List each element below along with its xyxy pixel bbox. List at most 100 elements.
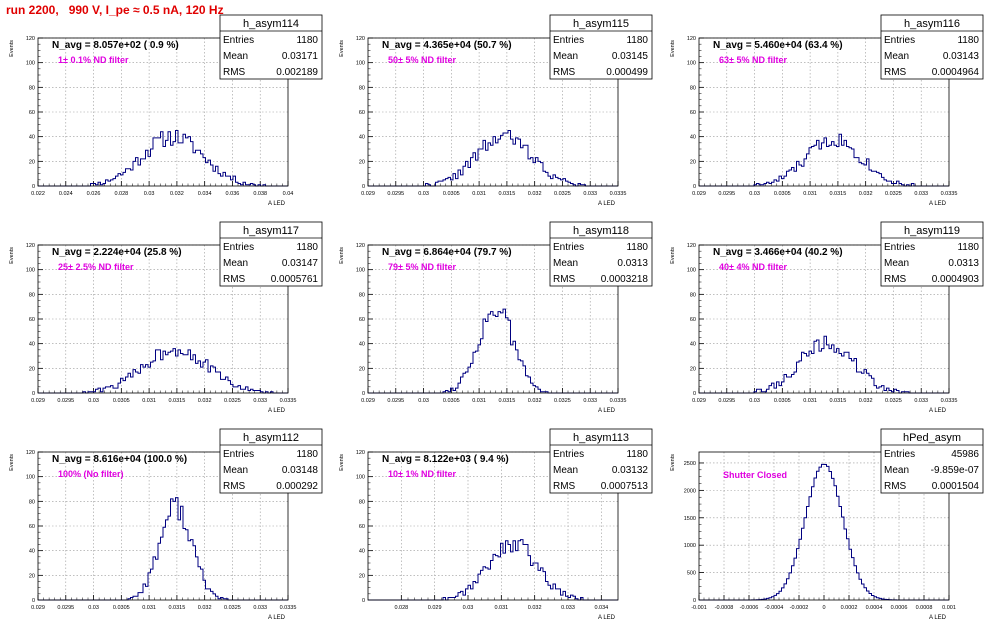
x-tick-label: -0.0004 [765, 605, 784, 611]
stats-box [880, 221, 984, 287]
stats-value: 0.0001504 [932, 481, 980, 492]
histogram-svg: 0 20 40 60 80 100 120 0.029 0.0295 0.03 0.0305 0.03… [9, 221, 323, 414]
n-avg-label: N_avg = 6.864e+04 (79.7 %) [382, 247, 512, 258]
y-tick-label: 20 [690, 366, 696, 372]
histogram-svg: 0 20 40 60 80 100 120 0.029 0.0295 0.03 0.0305 0.03… [9, 428, 323, 621]
x-tick-label: 0.0295 [387, 398, 404, 404]
x-tick-label: 0.024 [59, 191, 73, 197]
stats-value: 0.03148 [282, 465, 319, 476]
stats-box [219, 221, 323, 287]
x-tick-label: 0.033 [253, 398, 267, 404]
y-tick-label: 20 [359, 366, 365, 372]
stats-box [880, 14, 984, 80]
y-tick-label: 100 [356, 475, 365, 481]
n-avg-label: N_avg = 5.460e+04 (63.4 %) [713, 40, 843, 51]
y-axis-label: Events [9, 454, 15, 471]
y-tick-label: 60 [690, 317, 696, 323]
x-tick-label: 0.034 [198, 191, 212, 197]
x-tick-label: 0.0325 [554, 398, 571, 404]
plot-frame [367, 244, 619, 394]
stats-title: h_asym113 [573, 432, 629, 444]
x-tick-label: -0.0002 [790, 605, 809, 611]
stats-label: Entries [223, 449, 254, 460]
x-tick-label: 0.03 [418, 398, 429, 404]
x-tick-label: 0.034 [594, 605, 608, 611]
y-axis-label: Events [9, 247, 15, 264]
stats-value: 1180 [957, 242, 979, 253]
y-axis-label: Events [670, 40, 676, 57]
stats-title: hPed_asym [903, 432, 961, 444]
y-tick-label: 100 [356, 61, 365, 67]
x-tick-label: 0.0295 [718, 398, 735, 404]
stats-value: 0.03147 [282, 258, 319, 269]
y-tick-label: 80 [359, 292, 365, 298]
stats-value: 1180 [626, 242, 648, 253]
x-tick-label: 0.032 [198, 398, 212, 404]
stats-title: h_asym114 [243, 18, 299, 30]
n-avg-label: N_avg = 2.224e+04 (25.8 %) [52, 247, 182, 258]
plot-frame [367, 37, 619, 187]
stats-value: 1180 [296, 35, 318, 46]
stats-value: 1180 [626, 35, 648, 46]
filter-label: 1± 0.1% ND filter [58, 55, 129, 65]
stats-label: Entries [223, 242, 254, 253]
y-tick-label: 60 [359, 317, 365, 323]
x-tick-label: 0.0315 [498, 398, 515, 404]
x-tick-label: 0.029 [428, 605, 442, 611]
x-tick-label: 0.033 [914, 191, 928, 197]
x-tick-label: 0.026 [87, 191, 101, 197]
x-tick-label: 0.0335 [941, 191, 958, 197]
histogram-panel-h_asym112: 0 20 40 60 80 100 120 0.029 0.0295 0.03 0.0305 0.03… [0, 422, 330, 629]
y-axis-label: Events [339, 247, 345, 264]
x-tick-label: 0.0325 [554, 191, 571, 197]
x-tick-label: 0.0315 [168, 398, 185, 404]
filter-label: 50± 5% ND filter [388, 55, 456, 65]
y-tick-label: 40 [359, 342, 365, 348]
plot-frame [37, 244, 289, 394]
stats-value: 0.0005761 [271, 274, 319, 285]
x-tick-label: 0.0295 [57, 398, 74, 404]
y-tick-label: 1000 [684, 543, 696, 549]
y-tick-label: 80 [29, 292, 35, 298]
y-tick-label: 80 [29, 499, 35, 505]
x-axis-label: A LED [929, 615, 947, 621]
histogram-line [38, 348, 288, 394]
y-tick-label: 2500 [684, 461, 696, 467]
stats-label: Entries [223, 35, 254, 46]
x-tick-label: 0.032 [170, 191, 184, 197]
filter-label: Shutter Closed [723, 470, 787, 480]
y-tick-label: 100 [356, 268, 365, 274]
x-tick-label: 0 [822, 605, 825, 611]
y-tick-label: 2000 [684, 488, 696, 494]
y-tick-label: 80 [359, 499, 365, 505]
stats-label: RMS [553, 481, 576, 492]
stats-label: Mean [553, 258, 578, 269]
x-tick-label: 0.031 [142, 605, 156, 611]
y-axis-label: Events [339, 40, 345, 57]
x-tick-label: 0.032 [528, 191, 542, 197]
stats-value: 0.03171 [282, 51, 319, 62]
histogram-svg: 0 20 40 60 80 100 120 0.029 0.0295 0.03 0.0305 0.03… [339, 221, 653, 414]
x-tick-label: 0.031 [803, 191, 817, 197]
y-axis-label: Events [670, 247, 676, 264]
histogram-svg: 0 20 40 60 80 100 120 0.028 0.029 0.03 0.031 0.032 0… [339, 428, 653, 621]
x-tick-label: 0.0315 [498, 191, 515, 197]
n-avg-label: N_avg = 3.466e+04 (40.2 %) [713, 247, 843, 258]
x-tick-label: 0.0008 [916, 605, 933, 611]
histogram-line [38, 497, 288, 601]
stats-label: RMS [223, 274, 246, 285]
y-tick-label: 80 [690, 85, 696, 91]
x-tick-label: 0.03 [88, 605, 99, 611]
stats-label: Mean [223, 465, 248, 476]
y-axis-label: Events [670, 454, 676, 471]
stats-value: 0.03143 [943, 51, 980, 62]
y-tick-label: 40 [29, 135, 35, 141]
x-tick-label: 0.036 [226, 191, 240, 197]
stats-label: RMS [223, 67, 246, 78]
stats-label: Entries [553, 242, 584, 253]
plot-frame [37, 37, 289, 187]
x-tick-label: 0.0325 [224, 605, 241, 611]
x-tick-label: 0.031 [472, 398, 486, 404]
filter-label: 79± 5% ND filter [388, 262, 456, 272]
x-axis-label: A LED [268, 615, 286, 621]
